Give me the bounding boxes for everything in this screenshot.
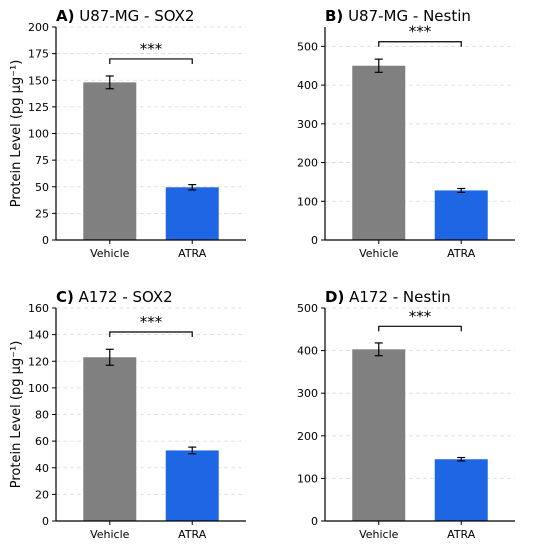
significance-label: *** [140, 40, 163, 58]
y-tick-label: 20 [35, 488, 49, 501]
title-text: U87-MG - SOX2 [79, 7, 194, 25]
significance-bracket [378, 325, 462, 332]
x-tick-label: Vehicle [359, 528, 399, 541]
y-tick-label: 300 [297, 118, 318, 131]
y-tick-label: 175 [28, 48, 49, 61]
y-tick-label: 160 [28, 302, 49, 315]
y-tick-label: 140 [28, 329, 49, 342]
y-tick-label: 150 [28, 74, 49, 87]
chart-title: C) A172 - SOX2 [56, 288, 173, 306]
x-tick-label: ATRA [447, 528, 476, 541]
y-tick-label: 0 [42, 515, 49, 528]
y-tick-label: 100 [28, 128, 49, 141]
bar [434, 190, 488, 240]
x-tick-label: ATRA [178, 247, 207, 260]
bar [352, 349, 406, 521]
y-tick-label: 300 [297, 387, 318, 400]
x-tick-label: ATRA [447, 247, 476, 260]
y-tick-label: 25 [35, 207, 49, 220]
title-text: U87-MG - Nestin [348, 7, 471, 25]
bar [165, 187, 219, 240]
bar [165, 450, 219, 521]
x-tick-label: Vehicle [90, 247, 130, 260]
y-tick-label: 40 [35, 462, 49, 475]
y-tick-label: 0 [311, 234, 318, 247]
y-tick-label: 60 [35, 435, 49, 448]
title-text: A172 - SOX2 [79, 288, 173, 306]
bar [83, 357, 137, 521]
bar [434, 459, 488, 521]
panel-letter: C) [56, 288, 74, 306]
y-tick-label: 200 [297, 430, 318, 443]
x-tick-label: Vehicle [90, 528, 130, 541]
y-tick-label: 75 [35, 154, 49, 167]
y-tick-label: 400 [297, 345, 318, 358]
title-text: A172 - Nestin [349, 288, 451, 306]
y-tick-label: 50 [35, 181, 49, 194]
bar [83, 82, 137, 240]
panel-letter: A) [56, 7, 74, 25]
y-tick-label: 125 [28, 101, 49, 114]
chart-panel: 0 25 50 75 100 125 150 175 200 Vehicle ATRA *** A) U… [9, 7, 246, 260]
chart-title: A) U87-MG - SOX2 [56, 7, 194, 25]
y-tick-label: 400 [297, 79, 318, 92]
significance-bracket [109, 331, 193, 337]
y-tick-label: 0 [311, 515, 318, 528]
significance-label: *** [409, 307, 432, 325]
panel-letter: B) [325, 7, 343, 25]
significance-label: *** [140, 313, 163, 331]
y-axis-label: Protein Level (pg µg⁻¹) [9, 341, 24, 489]
significance-label: *** [409, 23, 432, 41]
y-tick-label: 100 [28, 382, 49, 395]
y-axis-label: Protein Level (pg µg⁻¹) [9, 60, 24, 208]
panel-letter: D) [325, 288, 344, 306]
y-tick-label: 500 [297, 40, 318, 53]
x-tick-label: ATRA [178, 528, 207, 541]
y-tick-label: 100 [297, 195, 318, 208]
chart-title: B) U87-MG - Nestin [325, 7, 471, 25]
y-tick-label: 80 [35, 409, 49, 422]
x-tick-label: Vehicle [359, 247, 399, 260]
y-tick-label: 200 [297, 157, 318, 170]
y-tick-label: 500 [297, 302, 318, 315]
y-tick-label: 0 [42, 234, 49, 247]
chart-title: D) A172 - Nestin [325, 288, 451, 306]
y-tick-label: 200 [28, 21, 49, 34]
y-tick-label: 100 [297, 472, 318, 485]
chart-panel: 0 20 40 60 80 100 120 140 160 Vehicle ATRA *** C) A1… [9, 288, 246, 541]
y-tick-label: 120 [28, 355, 49, 368]
bar [352, 65, 406, 241]
significance-bracket [378, 41, 462, 47]
significance-bracket [109, 58, 193, 64]
